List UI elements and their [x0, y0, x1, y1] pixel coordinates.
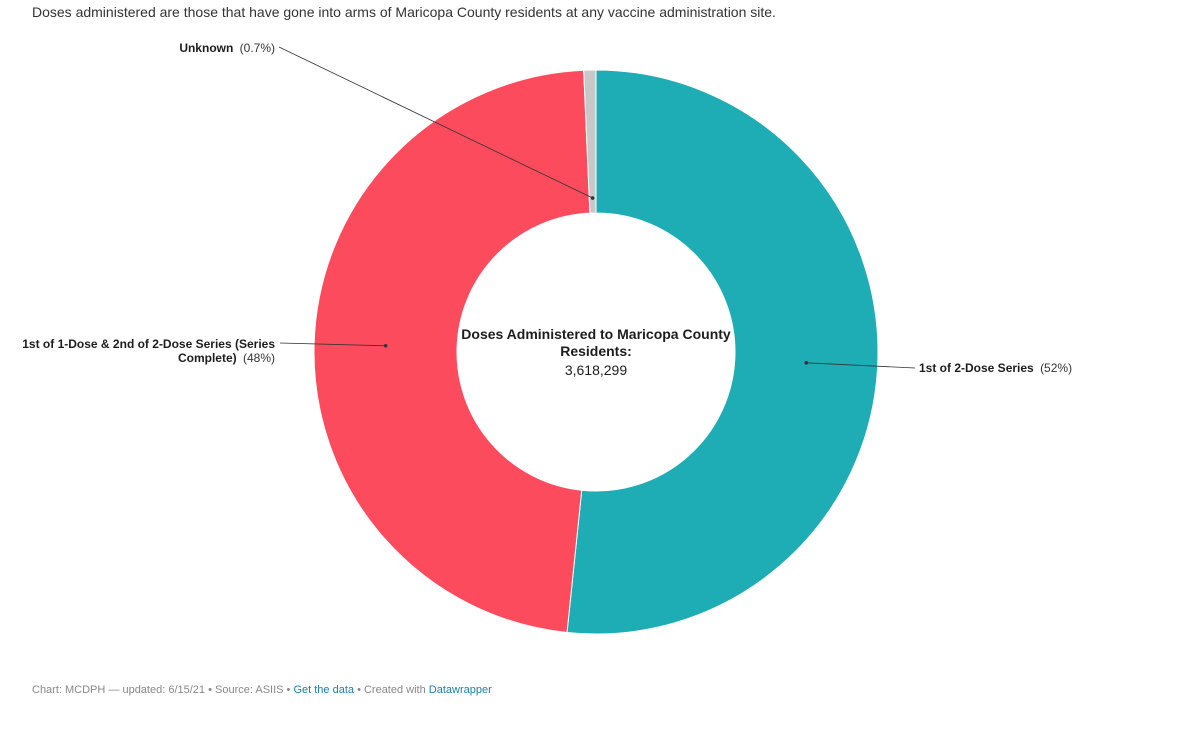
get-the-data-link[interactable]: Get the data	[293, 684, 354, 696]
leader-dot-slice-first-dose	[804, 361, 809, 365]
leader-line-slice-series-complete	[279, 342, 386, 347]
center-title-line1: Doses Administered to Maricopa County	[461, 326, 731, 342]
center-title-line2: Residents:	[560, 343, 632, 359]
slice-label-series-complete-line1: 1st of 1-Dose & 2nd of 2-Dose Series (Se…	[22, 337, 275, 351]
footer-credit: Chart: MCDPH — updated: 6/15/21 • Source…	[32, 684, 291, 696]
slice-label-series-complete: 1st of 1-Dose & 2nd of 2-Dose Series (Se…	[22, 337, 275, 351]
slice-label-unknown: Unknown (0.7%)	[179, 41, 275, 55]
slice-first-dose	[566, 69, 879, 635]
slice-label-first-dose-pct: (52%)	[1040, 361, 1072, 375]
slice-label-first-dose-name: 1st of 2-Dose Series	[919, 361, 1034, 375]
datawrapper-link[interactable]: Datawrapper	[428, 684, 492, 696]
chart-footer: Chart: MCDPH — updated: 6/15/21 • Source…	[32, 684, 492, 696]
leader-lines	[278, 46, 916, 369]
chart-description: Doses administered are those that have g…	[32, 4, 776, 20]
slice-label-unknown-name: Unknown	[179, 41, 233, 55]
slice-unknown	[583, 69, 597, 214]
slice-series-complete	[313, 69, 591, 634]
slice-label-series-complete-pct: (48%)	[243, 351, 275, 365]
leader-line-slice-first-dose	[806, 362, 916, 369]
footer-created-with: • Created with	[357, 684, 426, 696]
slice-label-series-complete-line2: Complete)	[178, 351, 237, 365]
center-total-value: 3,618,299	[565, 362, 627, 378]
slice-label-series-complete-2: Complete) (48%)	[178, 351, 275, 365]
donut-slices	[313, 69, 879, 635]
slice-label-unknown-pct: (0.7%)	[240, 41, 275, 55]
leader-line-slice-unknown	[278, 46, 593, 199]
leader-dot-slice-series-complete	[383, 343, 388, 348]
slice-label-first-dose: 1st of 2-Dose Series (52%)	[919, 361, 1072, 375]
leader-dot-slice-unknown	[590, 196, 595, 200]
